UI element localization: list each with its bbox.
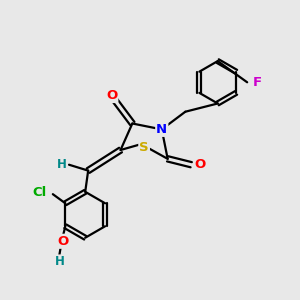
Text: S: S bbox=[139, 141, 149, 154]
Text: O: O bbox=[58, 235, 69, 248]
Text: H: H bbox=[57, 158, 67, 171]
Text: Cl: Cl bbox=[32, 186, 47, 199]
Text: F: F bbox=[253, 76, 262, 89]
Text: O: O bbox=[106, 89, 117, 102]
Text: N: N bbox=[156, 123, 167, 136]
Text: O: O bbox=[194, 158, 206, 171]
Text: H: H bbox=[55, 255, 65, 268]
